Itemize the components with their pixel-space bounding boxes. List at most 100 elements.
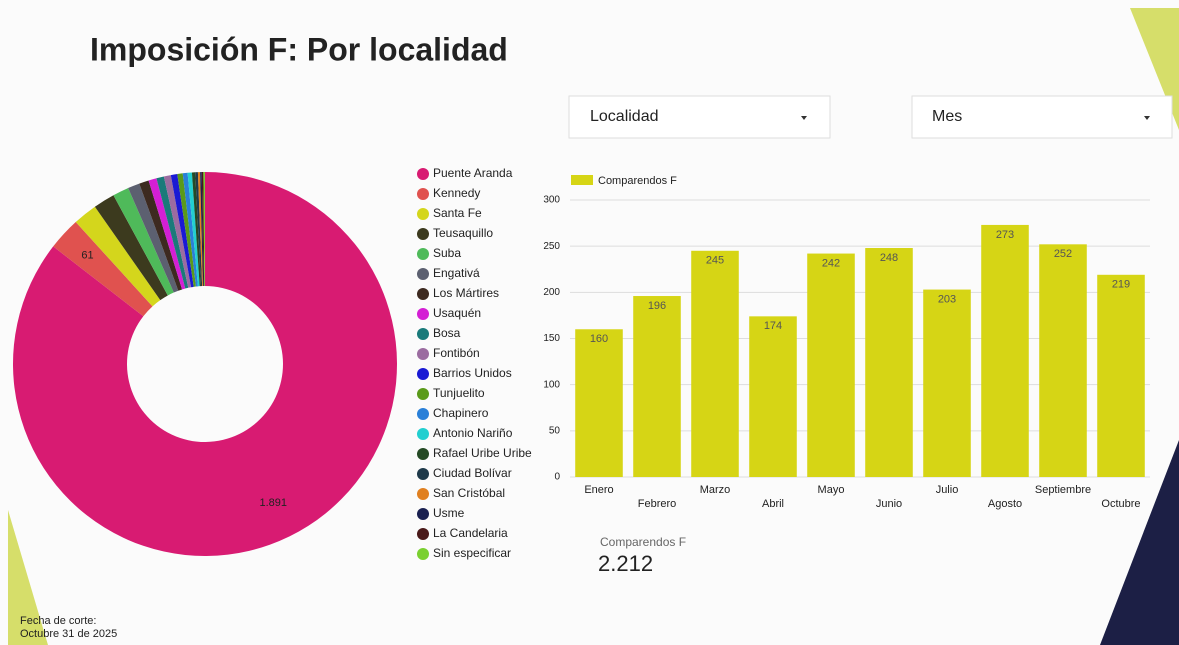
pie-slice xyxy=(13,172,398,556)
legend-label: Bosa xyxy=(433,326,461,340)
y-tick-label: 100 xyxy=(543,379,560,390)
legend-label: Usme xyxy=(433,506,465,520)
bar-value-label: 203 xyxy=(938,293,956,305)
bar-value-label: 273 xyxy=(996,229,1014,241)
x-tick-label: Septiembre xyxy=(1035,484,1091,496)
legend-label: Kennedy xyxy=(433,186,480,200)
legend-label: Los Mártires xyxy=(433,286,499,300)
legend-label: Usaquén xyxy=(433,306,481,320)
legend-label: Santa Fe xyxy=(433,206,482,220)
legend-label: Teusaquillo xyxy=(433,226,493,240)
dropdown-label[interactable]: Mes xyxy=(932,108,962,125)
x-tick-label: Julio xyxy=(936,484,959,496)
legend-swatch xyxy=(571,175,593,185)
pie-slice xyxy=(201,172,205,287)
legend-label: Tunjuelito xyxy=(433,386,485,400)
legend-swatch xyxy=(417,368,429,380)
pie-slice xyxy=(191,172,202,287)
bar-value-label: 252 xyxy=(1054,248,1072,260)
legend-swatch xyxy=(417,268,429,280)
dropdown[interactable] xyxy=(911,95,1173,139)
pie-slice xyxy=(163,175,192,288)
y-tick-label: 250 xyxy=(543,241,560,252)
slice-label: 61 xyxy=(81,249,93,261)
pie-slice xyxy=(197,172,204,287)
bar-value-label: 245 xyxy=(706,255,724,267)
legend-label: Barrios Unidos xyxy=(433,366,512,380)
legend-swatch xyxy=(417,488,429,500)
pie-slice xyxy=(203,172,205,287)
legend-swatch xyxy=(417,448,429,460)
bar-value-label: 174 xyxy=(764,320,782,332)
slice-label: 1.891 xyxy=(259,497,287,509)
y-tick-label: 150 xyxy=(543,333,560,344)
y-tick-label: 50 xyxy=(549,425,561,436)
y-tick-label: 200 xyxy=(543,287,560,298)
footer-text: Fecha de corte: xyxy=(20,615,96,627)
scorecard-label: Comparendos F xyxy=(600,535,686,549)
legend-swatch xyxy=(417,248,429,260)
legend-label: San Cristóbal xyxy=(433,486,505,500)
legend-label: Ciudad Bolívar xyxy=(433,466,512,480)
pie-slice xyxy=(187,172,200,287)
filter-localidad[interactable]: Localidad xyxy=(568,95,831,139)
dropdown-arrow[interactable] xyxy=(801,116,807,120)
bar-value-label: 196 xyxy=(648,300,666,312)
scorecard-value: 2.212 xyxy=(598,551,653,576)
legend-swatch xyxy=(417,168,429,180)
x-tick-label: Abril xyxy=(762,498,784,510)
bar xyxy=(1097,274,1145,477)
x-tick-label: Junio xyxy=(876,498,902,510)
page-title: Imposición F: Por localidad xyxy=(90,31,508,67)
legend-swatch xyxy=(417,508,429,520)
pie-slice xyxy=(139,180,183,291)
pie-slice xyxy=(177,173,196,287)
pie-slice xyxy=(170,174,194,288)
pie-slice xyxy=(128,183,179,293)
pie-slice xyxy=(195,172,203,287)
legend-swatch xyxy=(417,408,429,420)
legend-swatch xyxy=(417,388,429,400)
dropdown-label[interactable]: Localidad xyxy=(590,108,659,125)
legend-label: Rafael Uribe Uribe xyxy=(433,446,532,460)
bar xyxy=(633,296,681,477)
decor-bottom-left xyxy=(8,510,48,645)
legend-swatch xyxy=(417,228,429,240)
legend-label: Fontibón xyxy=(433,346,480,360)
legend-label: Chapinero xyxy=(433,406,489,420)
bar-value-label: 160 xyxy=(590,333,608,345)
bar-value-label: 219 xyxy=(1112,279,1130,291)
legend-label: Antonio Nariño xyxy=(433,426,513,440)
legend-swatch xyxy=(417,348,429,360)
legend-label: Puente Aranda xyxy=(433,166,513,180)
bar xyxy=(865,248,913,477)
legend-swatch xyxy=(417,308,429,320)
legend-swatch xyxy=(417,288,429,300)
pie-slice xyxy=(200,172,204,287)
bar xyxy=(575,329,623,477)
pie-slice xyxy=(53,222,153,317)
filter-mes[interactable]: Mes xyxy=(911,95,1173,139)
bar xyxy=(807,253,855,477)
legend-swatch xyxy=(417,468,429,480)
x-tick-label: Octubre xyxy=(1101,498,1140,510)
pie-slice xyxy=(113,188,174,296)
legend-label: Comparendos F xyxy=(598,175,677,187)
x-tick-label: Agosto xyxy=(988,498,1022,510)
legend-swatch xyxy=(417,328,429,340)
legend-label: Suba xyxy=(433,246,461,260)
legend-swatch xyxy=(417,528,429,540)
dropdown[interactable] xyxy=(568,95,831,139)
pie-slice xyxy=(148,178,186,290)
bar xyxy=(1039,244,1087,477)
x-tick-label: Febrero xyxy=(638,498,677,510)
legend-label: La Candelaria xyxy=(433,526,508,540)
legend-swatch xyxy=(417,208,429,220)
pie-slice xyxy=(156,176,189,289)
legend-swatch xyxy=(417,548,429,560)
dropdown-arrow[interactable] xyxy=(1144,116,1150,120)
decor-bottom-right xyxy=(1100,440,1179,645)
x-tick-label: Mayo xyxy=(818,484,845,496)
bar-value-label: 248 xyxy=(880,252,898,264)
